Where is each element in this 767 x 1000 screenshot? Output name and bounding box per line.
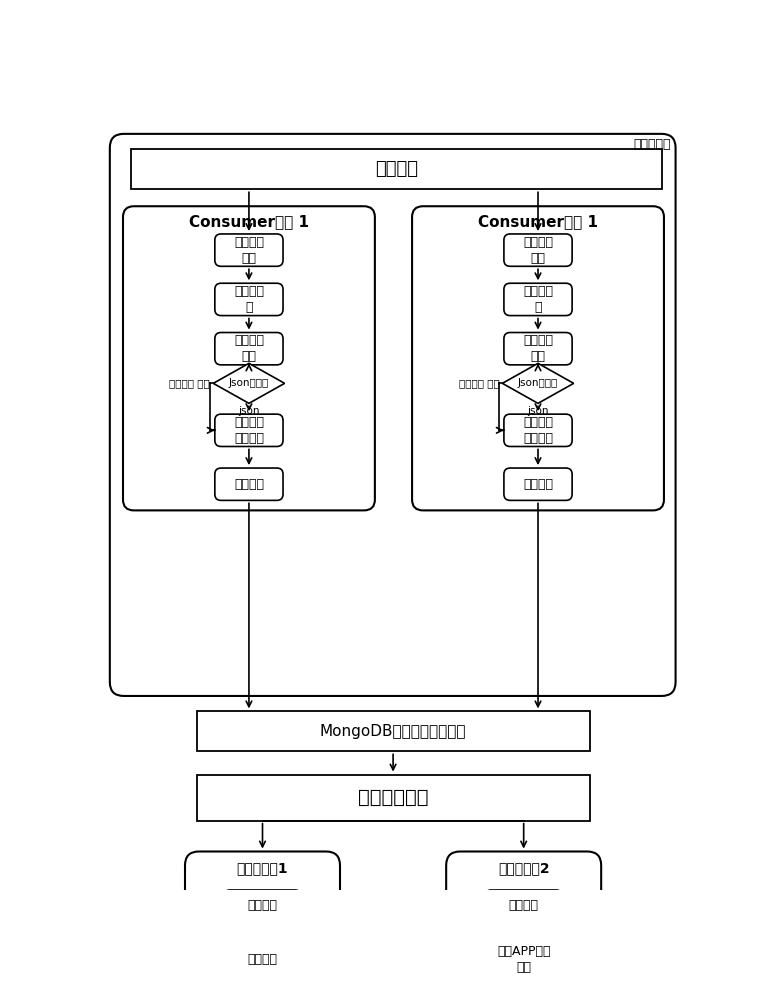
- Text: 数据统一接口: 数据统一接口: [358, 788, 428, 807]
- Text: 解析消息
体: 解析消息 体: [234, 285, 264, 314]
- Text: 读取文件 文件: 读取文件 文件: [459, 378, 499, 388]
- Text: 结果保存: 结果保存: [523, 478, 553, 491]
- Text: Consumer实例 1: Consumer实例 1: [478, 214, 598, 229]
- FancyBboxPatch shape: [485, 890, 562, 921]
- Polygon shape: [213, 363, 285, 403]
- Text: 解析消息
体: 解析消息 体: [523, 285, 553, 314]
- Polygon shape: [502, 363, 574, 403]
- Text: MongoDB集群（端口映射）: MongoDB集群（端口映射）: [320, 724, 466, 739]
- Text: 结合APP业务
使用: 结合APP业务 使用: [497, 945, 551, 974]
- Text: 策略实例
处理消息: 策略实例 处理消息: [523, 416, 553, 445]
- FancyBboxPatch shape: [215, 468, 283, 500]
- FancyBboxPatch shape: [215, 283, 283, 316]
- Text: 数据使用端1: 数据使用端1: [237, 861, 288, 875]
- FancyBboxPatch shape: [123, 206, 375, 510]
- Text: 读取文件 文件: 读取文件 文件: [170, 378, 210, 388]
- FancyBboxPatch shape: [504, 468, 572, 500]
- Bar: [196, 774, 590, 821]
- FancyBboxPatch shape: [412, 206, 664, 510]
- Text: 中台服务器: 中台服务器: [634, 138, 671, 151]
- Text: 生成处理
策略: 生成处理 策略: [234, 334, 264, 363]
- FancyBboxPatch shape: [185, 852, 340, 1000]
- Text: 消息队列: 消息队列: [375, 160, 418, 178]
- FancyBboxPatch shape: [504, 333, 572, 365]
- Text: 数据使用端2: 数据使用端2: [498, 861, 549, 875]
- Text: 结果保存: 结果保存: [234, 478, 264, 491]
- Text: Json或文件: Json或文件: [518, 378, 558, 388]
- FancyBboxPatch shape: [215, 234, 283, 266]
- Text: 获取消息
实体: 获取消息 实体: [523, 236, 553, 265]
- FancyBboxPatch shape: [446, 852, 601, 1000]
- Text: Consumer实例 1: Consumer实例 1: [189, 214, 309, 229]
- FancyBboxPatch shape: [224, 890, 301, 921]
- Text: 报表呈现: 报表呈现: [248, 953, 278, 966]
- FancyBboxPatch shape: [504, 414, 572, 446]
- Text: Json或文件: Json或文件: [229, 378, 269, 388]
- FancyBboxPatch shape: [504, 283, 572, 316]
- Text: 数据读取: 数据读取: [509, 899, 538, 912]
- Text: 数据读取: 数据读取: [248, 899, 278, 912]
- Text: 策略实例
处理消息: 策略实例 处理消息: [234, 416, 264, 445]
- FancyBboxPatch shape: [215, 414, 283, 446]
- Text: json: json: [527, 406, 548, 416]
- Text: 获取消息
实体: 获取消息 实体: [234, 236, 264, 265]
- FancyBboxPatch shape: [110, 134, 676, 696]
- Text: 生成处理
策略: 生成处理 策略: [523, 334, 553, 363]
- FancyBboxPatch shape: [224, 944, 301, 975]
- FancyBboxPatch shape: [485, 944, 562, 975]
- Bar: [196, 711, 590, 751]
- Bar: [130, 149, 662, 189]
- FancyBboxPatch shape: [215, 333, 283, 365]
- Text: json: json: [239, 406, 260, 416]
- FancyBboxPatch shape: [504, 234, 572, 266]
